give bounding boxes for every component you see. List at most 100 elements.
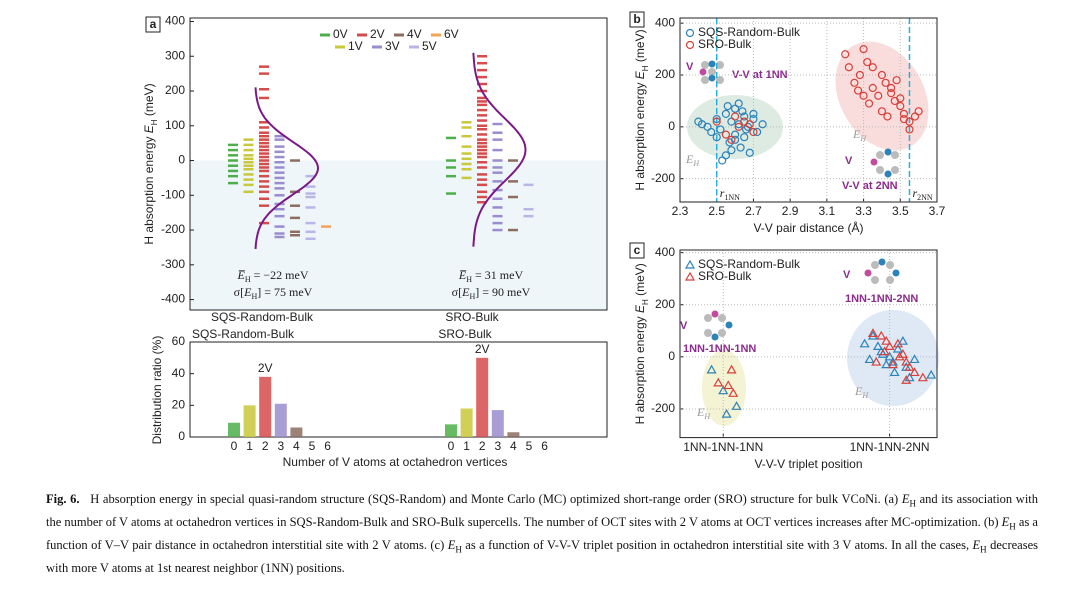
stat-label-part: E̅ (237, 268, 246, 282)
marker (881, 78, 890, 87)
gaussian-fit (472, 52, 527, 247)
marker (914, 107, 923, 116)
x-tick-label: 4 (510, 439, 517, 453)
x-tick-label: 2.3 (672, 204, 689, 218)
legend-label: SRO-Bulk (698, 37, 752, 51)
x-axis-label: Number of V atoms at octahedron vertices (283, 455, 508, 469)
stat-label-part: E (461, 285, 470, 299)
marker (877, 107, 887, 116)
y-axis-label-part: E (142, 124, 156, 133)
x-tick-label: 5 (526, 439, 533, 453)
bar (507, 432, 520, 437)
caption-text: and its association with the number of V… (46, 492, 1039, 529)
caption-label: Fig. 6. (46, 492, 80, 506)
marker (896, 94, 905, 103)
x-tick-label: 6 (324, 439, 331, 453)
annotation: V (845, 155, 853, 167)
annotation: EH (696, 405, 711, 422)
marker (707, 127, 716, 137)
marker (884, 341, 895, 351)
bar (243, 405, 256, 437)
marker (844, 63, 853, 72)
annotation: EH (685, 152, 700, 169)
x-tick-label: 1 (246, 439, 253, 453)
marker (887, 359, 898, 369)
marker (734, 99, 743, 108)
x-tick-label: 3.5 (892, 204, 909, 218)
y-tick-label: 400 (655, 15, 675, 29)
bar (460, 408, 473, 437)
stat-label-part: E (243, 285, 252, 299)
legend-label: 2V (370, 27, 385, 41)
marker (752, 127, 762, 137)
marker (859, 338, 870, 348)
y-tick-label: -200 (651, 171, 675, 185)
legend-label: SRO-Bulk (698, 269, 752, 283)
marker (859, 44, 868, 54)
marker (904, 362, 915, 371)
x-tick-label: 1 (463, 439, 470, 453)
stat-label-part: = (251, 268, 264, 282)
marker (749, 109, 758, 118)
legend-marker (684, 259, 696, 269)
y-tick-label: 0 (668, 119, 675, 133)
marker (892, 343, 903, 353)
marker (723, 102, 732, 111)
caption-text: E (901, 492, 910, 506)
marker (736, 143, 745, 152)
panel-label: c (634, 243, 641, 257)
y-tick-label: 20 (172, 398, 186, 412)
annotation: EH (854, 384, 869, 401)
marker (731, 401, 742, 410)
y-axis-label-part: H (150, 119, 159, 125)
stat-label-part: 90 meV (492, 285, 531, 299)
legend-label: SQS-Random-Bulk (698, 257, 801, 271)
figure: V-V at 1NN V V-V at 2NN V EH EH 1NN-1NN-… (142, 11, 946, 471)
stat-label-part: −22 meV (263, 268, 308, 282)
x-tick-label: 1NN-1NN-2NN (850, 440, 930, 454)
panel-label-box (145, 16, 161, 33)
y-tick-label: 100 (165, 118, 185, 132)
stat-label-part: H (469, 292, 475, 301)
marker (738, 107, 747, 116)
marker (897, 349, 908, 358)
y-tick-label: 200 (655, 67, 675, 81)
marker (887, 83, 896, 93)
marker (706, 364, 717, 374)
annotation-part: H (861, 391, 869, 400)
structure-inset (699, 60, 900, 341)
annotation-part: E (696, 405, 705, 419)
y-axis-label: H absorption energy EH (meV) (633, 263, 649, 424)
marker (871, 356, 882, 366)
y-tick-label: 400 (655, 245, 675, 259)
marker (909, 354, 920, 364)
stat-label: E̅H = 31 meV (458, 268, 524, 285)
y-axis-label-part: H absorption energy (633, 79, 647, 190)
caption-text: decreases with more V atoms at 1st neare… (46, 538, 1038, 575)
y-tick-label: 60 (172, 334, 186, 348)
legend-label: 5V (422, 39, 437, 53)
annotation: V-V at 2NN (842, 180, 898, 192)
y-axis-label-part: E (633, 70, 647, 79)
marker (897, 335, 908, 345)
x-tick-label: 4 (293, 439, 300, 453)
marker (901, 375, 912, 384)
reference-label-part: r (720, 186, 725, 200)
y-tick-label: 0 (668, 349, 675, 363)
x-tick-label: 3.3 (855, 204, 872, 218)
marker (877, 70, 887, 80)
marker (894, 351, 905, 361)
y-axis-label-part: H absorption energy (142, 133, 156, 244)
marker (745, 120, 754, 129)
reference-label-part: 1NN (724, 193, 740, 202)
caption-text: H (909, 498, 916, 509)
panel-label: a (150, 17, 157, 31)
annotation: 1NN-1NN-2NN (845, 293, 918, 305)
x-tick-label: 2.5 (708, 204, 725, 218)
marker (909, 367, 920, 377)
x-axis-label: V-V-V triplet position (754, 457, 862, 471)
panel-label-box (629, 242, 645, 259)
y-axis-label-part: (meV) (633, 263, 647, 299)
reference-label-part: r (912, 186, 917, 200)
